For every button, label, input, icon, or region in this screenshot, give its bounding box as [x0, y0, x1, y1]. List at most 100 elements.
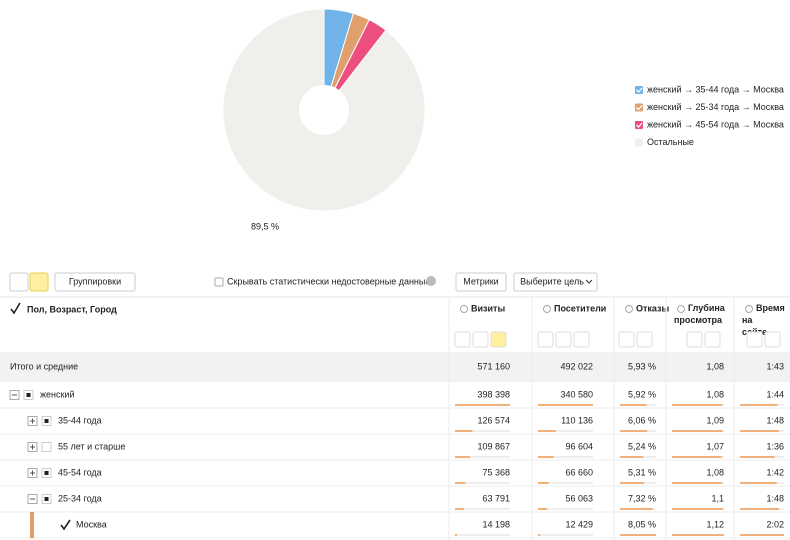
- column-tool[interactable]: [686, 331, 703, 348]
- tree-view[interactable]: [29, 272, 49, 292]
- row-cell: 1:48: [766, 415, 784, 425]
- column-tool[interactable]: [472, 331, 489, 348]
- legend-swatch[interactable]: [635, 103, 643, 112]
- row-cell: 109 867: [477, 441, 510, 451]
- row-check[interactable]: [60, 519, 71, 531]
- legend-swatch[interactable]: [635, 121, 643, 129]
- cell-bar: [455, 430, 473, 432]
- row-cell: 1:44: [766, 389, 784, 399]
- column-tool[interactable]: [490, 331, 507, 348]
- expand-sign: [30, 470, 35, 476]
- legend-label: женский → 25-34 года → Москва: [647, 102, 784, 112]
- row-cell: 96 604: [565, 441, 593, 451]
- row-cell: 8,05 %: [628, 519, 656, 529]
- column-header: Визиты: [471, 303, 505, 313]
- cell-track: [455, 456, 510, 458]
- goal-button[interactable]: [513, 272, 598, 292]
- legend-check: [636, 87, 643, 93]
- column-tool[interactable]: [537, 331, 554, 348]
- legend-label: Остальные: [647, 137, 694, 147]
- cell-bar: [538, 456, 554, 458]
- total-cell: 1:43: [766, 361, 784, 371]
- row-cell: 110 136: [561, 415, 593, 425]
- cell-bar: [740, 482, 777, 484]
- cell-bar: [455, 534, 457, 536]
- cell-bar: [740, 430, 779, 432]
- cell-bar: [620, 456, 644, 458]
- row-cell: 1,09: [706, 415, 724, 425]
- help-icon: [625, 305, 633, 313]
- cell-track: [538, 534, 593, 536]
- column-tool[interactable]: [573, 331, 590, 348]
- row-cell: 63 791: [482, 493, 510, 503]
- legend-label: женский → 35-44 года → Москва: [647, 84, 784, 94]
- cell-bar: [455, 404, 510, 406]
- row-name: Москва: [76, 519, 107, 529]
- row-checkbox[interactable]: [41, 442, 52, 452]
- column-tool[interactable]: [636, 331, 653, 348]
- cell-bar: [620, 404, 647, 406]
- legend-swatch[interactable]: [635, 86, 643, 94]
- total-cell: 1,08: [706, 361, 724, 371]
- cell-bar: [620, 508, 653, 510]
- row-checkbox-fill: [44, 471, 49, 475]
- column-header: Посетители: [554, 303, 606, 313]
- cell-bar: [740, 456, 775, 458]
- groupings-label: Группировки: [69, 276, 121, 286]
- goal-label: Выберите цель: [520, 276, 584, 286]
- legend-label: женский → 45-54 года → Москва: [647, 119, 784, 129]
- metrics-label: Метрики: [463, 276, 498, 286]
- row-cell: 1:36: [766, 441, 784, 451]
- row-cell: 66 660: [565, 467, 593, 477]
- cell-bar: [620, 482, 644, 484]
- cell-track: [538, 508, 593, 510]
- cell-bar: [672, 456, 722, 458]
- cell-bar: [672, 482, 723, 484]
- cell-bar: [538, 430, 556, 432]
- row-cell: 398 398: [477, 389, 510, 399]
- cell-bar: [538, 508, 548, 510]
- column-tool[interactable]: [746, 331, 763, 348]
- cell-bar: [538, 534, 541, 536]
- row-cell: 2:02: [766, 519, 784, 529]
- expand-sign: [30, 444, 35, 450]
- column-tool[interactable]: [764, 331, 781, 348]
- column-header: Глубина просмотра: [674, 303, 726, 325]
- column-tool[interactable]: [555, 331, 572, 348]
- legend-swatch[interactable]: [635, 138, 643, 147]
- row-checkbox-fill: [44, 497, 49, 501]
- dimension-check: [10, 302, 21, 315]
- cell-bar: [672, 404, 723, 406]
- row-cell: 1,08: [706, 389, 724, 399]
- cell-bar: [740, 404, 778, 406]
- cell-bar: [672, 534, 724, 536]
- cell-track: [455, 534, 510, 536]
- list-view[interactable]: [9, 272, 29, 292]
- metrics-button[interactable]: [455, 272, 507, 292]
- help-icon: [460, 305, 468, 313]
- column-tool[interactable]: [704, 331, 721, 348]
- cell-bar: [740, 508, 779, 510]
- cell-bar: [455, 482, 466, 484]
- settings-icon[interactable]: [426, 276, 436, 286]
- row-cell: 1,08: [706, 467, 724, 477]
- row-cell: 6,06 %: [628, 415, 656, 425]
- row-cell: 7,32 %: [628, 493, 656, 503]
- row-name: женский: [40, 389, 75, 399]
- legend-check: [636, 122, 643, 128]
- cell-bar: [455, 508, 464, 510]
- cell-bar: [538, 404, 593, 406]
- legend-check: [636, 105, 643, 111]
- help-icon: [677, 305, 685, 313]
- column-tool[interactable]: [454, 331, 471, 348]
- column-tool[interactable]: [618, 331, 635, 348]
- groupings-button[interactable]: [54, 272, 136, 292]
- column-header: Отказы: [636, 303, 670, 313]
- hide-checkbox[interactable]: [214, 277, 224, 287]
- row-cell: 5,31 %: [628, 467, 656, 477]
- cell-bar: [740, 534, 784, 536]
- row-cell: 75 368: [482, 467, 510, 477]
- cell-bar: [672, 430, 723, 432]
- cell-track: [455, 508, 510, 510]
